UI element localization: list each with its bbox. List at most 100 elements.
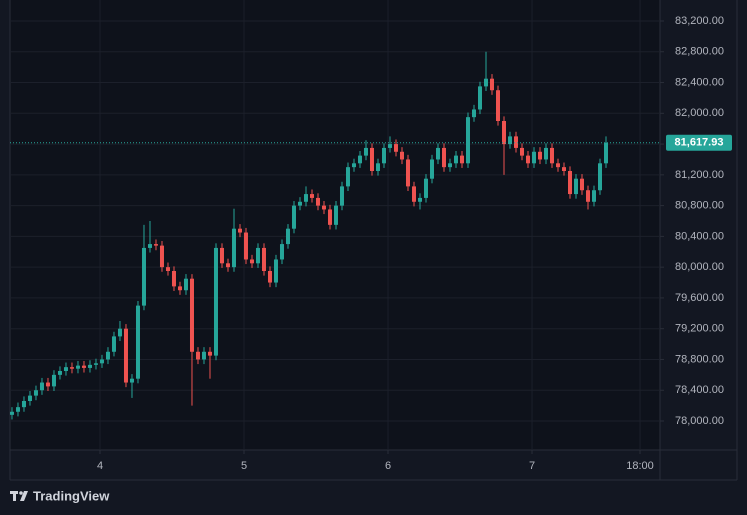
candle-body [543, 147, 548, 160]
y-tick-label: 81,200.00 [675, 169, 724, 181]
candle-body [477, 86, 482, 110]
candle-body [291, 205, 296, 229]
candle-body [423, 178, 428, 198]
candle-body [405, 159, 410, 187]
candle-body [219, 247, 224, 264]
candle-body [195, 351, 200, 360]
candle-body [525, 155, 530, 164]
candle-body [201, 351, 206, 360]
x-tick-label: 18:00 [626, 460, 654, 472]
candle-body [399, 151, 404, 160]
candle-body [561, 167, 566, 171]
candle-body [357, 155, 362, 164]
candle-body [555, 163, 560, 168]
candle-body [327, 209, 332, 225]
candle-body [225, 263, 230, 268]
y-tick-label: 80,400.00 [675, 230, 724, 242]
candle-body [465, 117, 470, 164]
candle-body [489, 78, 494, 91]
candle-body [45, 382, 50, 387]
candle-body [129, 378, 134, 383]
candle-body [93, 363, 98, 365]
plot-area [10, 0, 660, 450]
y-tick-label: 78,400.00 [675, 384, 724, 396]
candle-body [135, 305, 140, 379]
candle-body [333, 205, 338, 225]
candle-body [591, 190, 596, 202]
candle-body [159, 245, 164, 268]
candle-body [531, 151, 536, 164]
candle-body [279, 244, 284, 260]
candle-body [321, 205, 326, 210]
candle-body [99, 359, 104, 364]
brand: TradingView [33, 488, 110, 503]
y-tick-label: 80,800.00 [675, 200, 724, 212]
candle-body [351, 163, 356, 168]
candle-body [375, 163, 380, 171]
candle-body [363, 147, 368, 156]
candle-body [417, 197, 422, 202]
candle-body [345, 167, 350, 187]
last-price-label: 81,617.93 [675, 137, 724, 149]
candle-body [585, 190, 590, 202]
candle-body [579, 178, 584, 191]
candle-body [237, 228, 242, 233]
candle-body [171, 271, 176, 287]
candle-body [597, 163, 602, 191]
candle-body [165, 267, 170, 271]
candle-body [141, 247, 146, 306]
candle-body [231, 228, 236, 268]
candle-body [105, 351, 110, 360]
y-tick-label: 80,000.00 [675, 261, 724, 273]
candle-body [177, 286, 182, 291]
candle-body [519, 147, 524, 156]
candle-body [507, 136, 512, 145]
candle-body [495, 90, 500, 121]
candle-body [339, 186, 344, 206]
candle-body [57, 371, 62, 375]
candle-body [63, 367, 68, 371]
candle-body [87, 364, 92, 368]
candle-body [21, 401, 26, 408]
candle-body [315, 197, 320, 206]
candle-body [153, 244, 158, 246]
candle-body [387, 144, 392, 148]
candle-body [501, 121, 506, 145]
y-tick-label: 82,000.00 [675, 107, 724, 119]
x-tick-label: 4 [97, 460, 103, 472]
candle-body [39, 382, 44, 391]
candle-body [27, 395, 32, 401]
candle-body [81, 365, 86, 368]
logo [10, 491, 28, 501]
y-tick-label: 78,000.00 [675, 415, 724, 427]
candle-body [513, 136, 518, 148]
candle-body [15, 407, 20, 412]
candle-body [549, 147, 554, 164]
candle-body [459, 155, 464, 164]
candle-body [147, 244, 152, 248]
candle-body [285, 228, 290, 245]
y-tick-label: 82,400.00 [675, 76, 724, 88]
x-tick-label: 5 [241, 460, 247, 472]
candle-body [411, 186, 416, 202]
candle-body [33, 390, 38, 396]
candle-body [111, 336, 116, 352]
candle-body [573, 178, 578, 195]
candle-body [255, 247, 260, 264]
candle-body [213, 247, 218, 356]
candle-body [297, 201, 302, 206]
candle-body [537, 151, 542, 160]
candle-body [189, 278, 194, 352]
candle-body [75, 365, 80, 369]
y-tick-label: 83,200.00 [675, 15, 724, 27]
candle-body [429, 159, 434, 179]
candle-body [303, 194, 308, 202]
y-tick-label: 78,800.00 [675, 353, 724, 365]
last-price-box [666, 134, 732, 151]
x-tick-label: 7 [529, 460, 535, 472]
y-tick-label: 79,200.00 [675, 323, 724, 335]
candle-body [69, 367, 74, 369]
candle-body [393, 144, 398, 152]
candle-body [273, 259, 278, 283]
